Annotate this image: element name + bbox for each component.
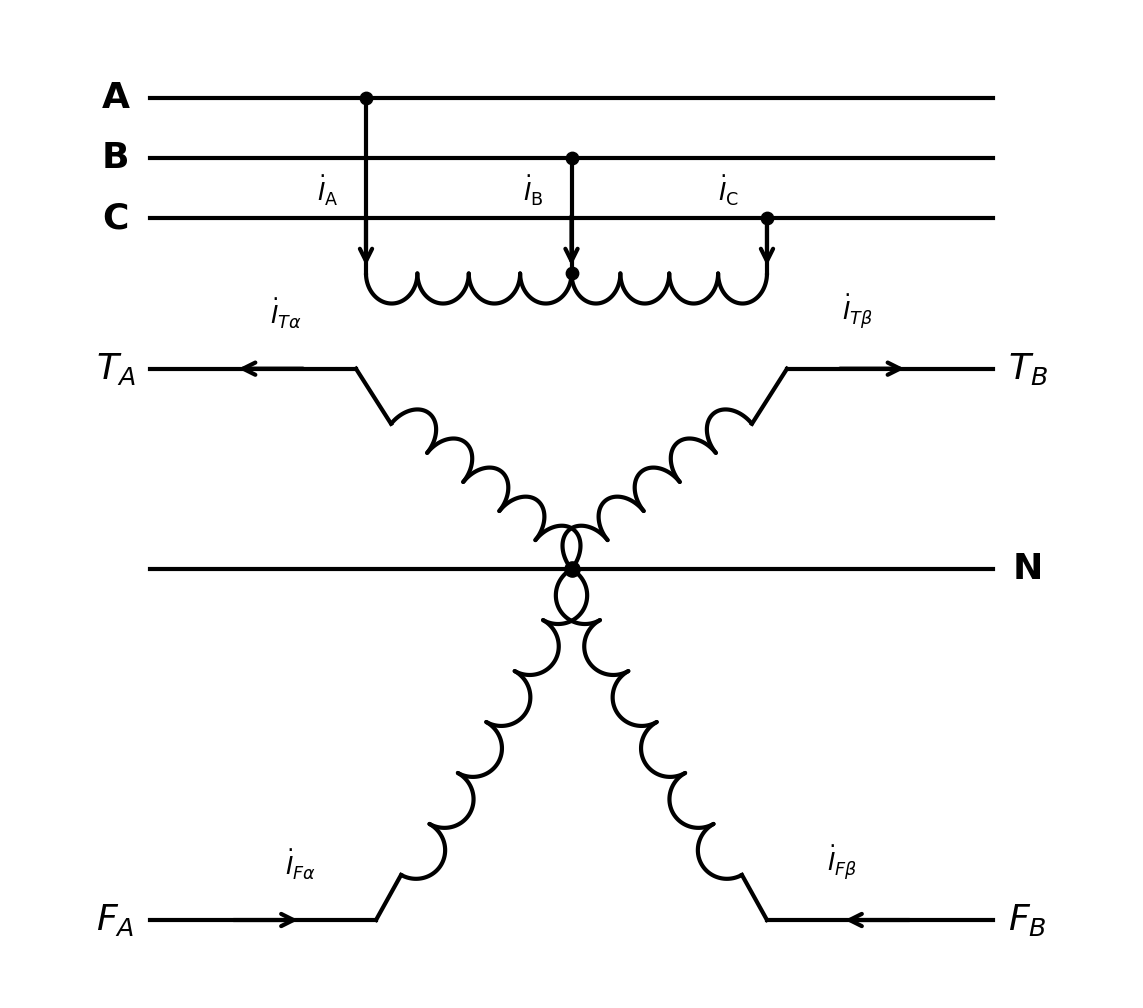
Text: $\dot{I}_\mathrm{B}$: $\dot{I}_\mathrm{B}$ bbox=[523, 174, 544, 209]
Point bbox=[562, 265, 581, 281]
Point bbox=[357, 90, 375, 106]
Text: N: N bbox=[1013, 552, 1042, 587]
Point bbox=[562, 150, 581, 166]
Text: $\dot{I}_\mathrm{A}$: $\dot{I}_\mathrm{A}$ bbox=[318, 174, 338, 209]
Text: B: B bbox=[102, 141, 129, 175]
Point bbox=[758, 211, 776, 227]
Text: $\dot{I}_{T\alpha}$: $\dot{I}_{T\alpha}$ bbox=[270, 296, 302, 331]
Text: $F_A$: $F_A$ bbox=[96, 902, 135, 938]
Text: $\dot{I}_{F\beta}$: $\dot{I}_{F\beta}$ bbox=[828, 844, 857, 882]
Text: A: A bbox=[102, 81, 129, 115]
Text: $T_B$: $T_B$ bbox=[1008, 351, 1047, 387]
Text: $\dot{I}_\mathrm{C}$: $\dot{I}_\mathrm{C}$ bbox=[719, 174, 740, 209]
Text: C: C bbox=[102, 202, 128, 235]
Text: $\dot{I}_{T\beta}$: $\dot{I}_{T\beta}$ bbox=[841, 292, 872, 331]
Point bbox=[562, 561, 581, 578]
Text: $F_B$: $F_B$ bbox=[1008, 902, 1047, 938]
Text: $\dot{I}_{F\alpha}$: $\dot{I}_{F\alpha}$ bbox=[286, 848, 317, 882]
Text: $T_A$: $T_A$ bbox=[96, 351, 135, 387]
